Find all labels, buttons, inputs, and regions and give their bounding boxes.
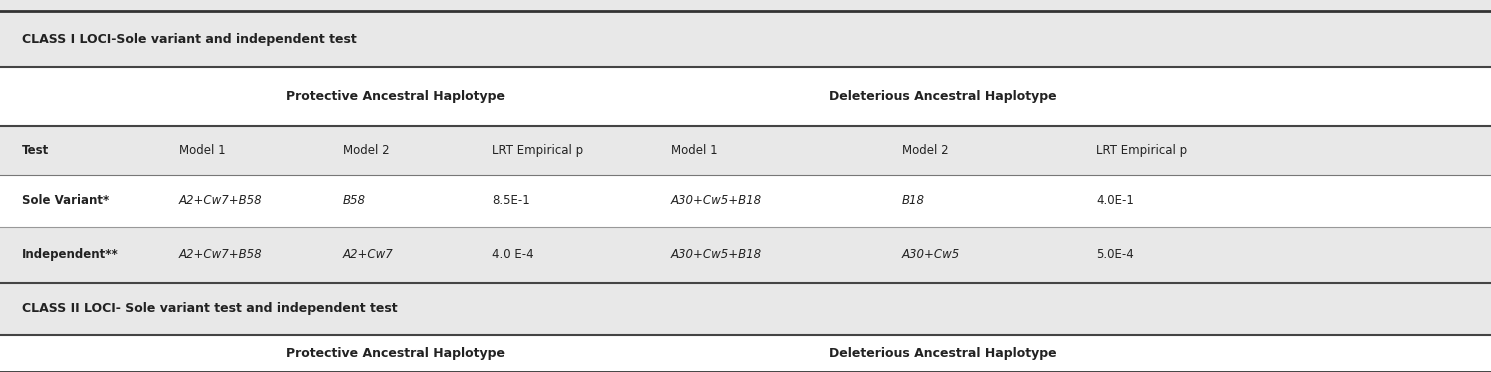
Text: 5.0E-4: 5.0E-4: [1096, 248, 1133, 261]
Text: B18: B18: [902, 195, 924, 207]
Text: LRT Empirical p: LRT Empirical p: [1096, 144, 1187, 157]
Text: 4.0E-1: 4.0E-1: [1096, 195, 1133, 207]
Text: Model 2: Model 2: [343, 144, 389, 157]
Text: Deleterious Ancestral Haplotype: Deleterious Ancestral Haplotype: [829, 90, 1057, 103]
Text: Sole Variant*: Sole Variant*: [22, 195, 110, 207]
Text: B58: B58: [343, 195, 365, 207]
Text: Model 1: Model 1: [179, 144, 225, 157]
Bar: [0, 227, 1491, 283]
Text: A30+Cw5: A30+Cw5: [902, 248, 960, 261]
Text: A30+Cw5+B18: A30+Cw5+B18: [671, 248, 762, 261]
Text: Protective Ancestral Haplotype: Protective Ancestral Haplotype: [286, 90, 504, 103]
Text: A2+Cw7: A2+Cw7: [343, 248, 394, 261]
Text: 4.0 E-4: 4.0 E-4: [492, 248, 534, 261]
Text: Test: Test: [22, 144, 49, 157]
Bar: [0, 126, 1491, 175]
Text: A2+Cw7+B58: A2+Cw7+B58: [179, 248, 262, 261]
Text: Protective Ancestral Haplotype: Protective Ancestral Haplotype: [286, 347, 504, 360]
Text: Independent**: Independent**: [22, 248, 119, 261]
Text: 8.5E-1: 8.5E-1: [492, 195, 529, 207]
Text: A30+Cw5+B18: A30+Cw5+B18: [671, 195, 762, 207]
Text: LRT Empirical p: LRT Empirical p: [492, 144, 583, 157]
Bar: [0, 283, 1491, 335]
Text: Model 1: Model 1: [671, 144, 717, 157]
Text: CLASS I LOCI-Sole variant and independent test: CLASS I LOCI-Sole variant and independen…: [22, 33, 358, 45]
Text: Deleterious Ancestral Haplotype: Deleterious Ancestral Haplotype: [829, 347, 1057, 360]
Bar: [0, 11, 1491, 67]
Text: CLASS II LOCI- Sole variant test and independent test: CLASS II LOCI- Sole variant test and ind…: [22, 302, 398, 315]
Text: Model 2: Model 2: [902, 144, 948, 157]
Bar: [0, 175, 1491, 227]
Bar: [0, 67, 1491, 126]
Text: A2+Cw7+B58: A2+Cw7+B58: [179, 195, 262, 207]
Bar: [0, 335, 1491, 372]
